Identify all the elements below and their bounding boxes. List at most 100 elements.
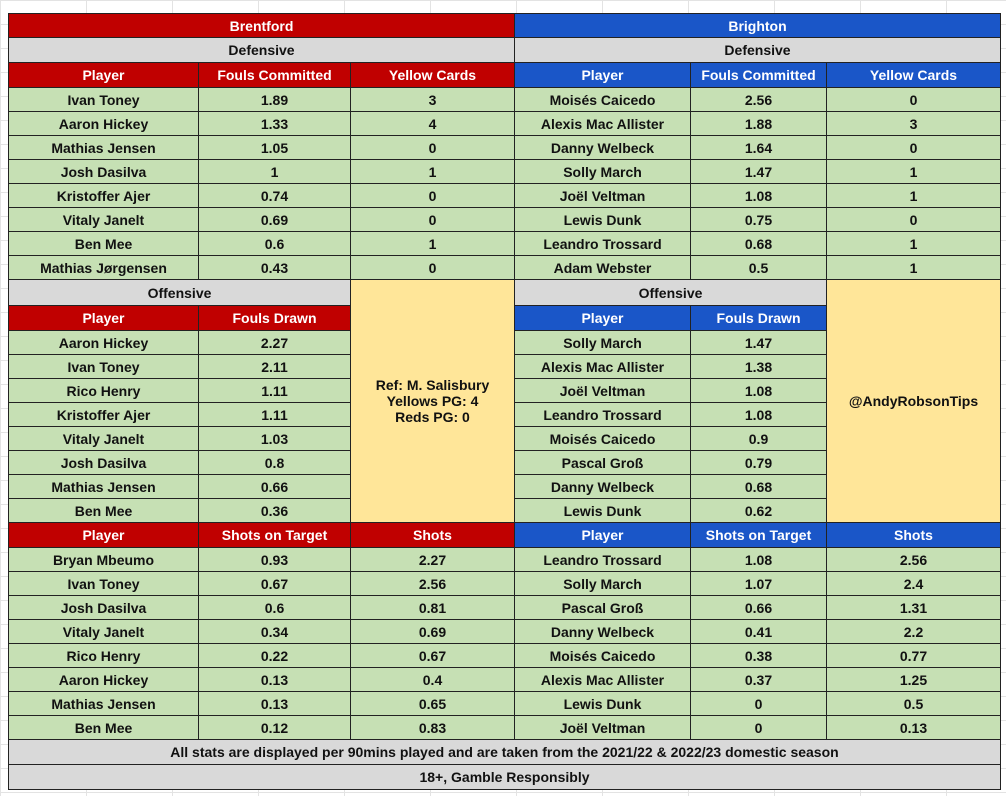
team-title: Brentford — [8, 13, 515, 38]
table-cell: Ivan Toney — [8, 354, 199, 379]
text-line: Ref: M. Salisbury — [375, 377, 490, 393]
table-cell: 1.03 — [198, 426, 351, 451]
column-header: Shots on Target — [198, 522, 351, 548]
table-cell: Ivan Toney — [8, 87, 199, 112]
table-cell: 1.11 — [198, 402, 351, 427]
column-header: Player — [514, 305, 691, 331]
table-cell: Rico Henry — [8, 643, 199, 668]
table-cell: Mathias Jensen — [8, 474, 199, 499]
column-header: Player — [514, 522, 691, 548]
table-cell: Danny Welbeck — [514, 135, 691, 160]
table-cell: 0.67 — [350, 643, 515, 668]
table-cell: 0 — [690, 691, 827, 716]
table-cell: Solly March — [514, 159, 691, 184]
table-cell: Leandro Trossard — [514, 231, 691, 256]
table-cell: 0.6 — [198, 231, 351, 256]
table-cell: 0.43 — [198, 255, 351, 280]
table-cell: 1.11 — [198, 378, 351, 403]
table-cell: Bryan Mbeumo — [8, 547, 199, 572]
table-cell: 1.05 — [198, 135, 351, 160]
column-header: Fouls Committed — [690, 62, 827, 88]
column-header: Shots on Target — [690, 522, 827, 548]
table-cell: 0.65 — [350, 691, 515, 716]
table-cell: Vitaly Janelt — [8, 207, 199, 232]
table-cell: 0.66 — [690, 595, 827, 620]
column-header: Yellow Cards — [826, 62, 1001, 88]
table-cell: 0.38 — [690, 643, 827, 668]
table-cell: Danny Welbeck — [514, 619, 691, 644]
table-cell: 0 — [350, 135, 515, 160]
table-cell: 1.08 — [690, 183, 827, 208]
table-cell: 0.4 — [350, 667, 515, 692]
table-cell: Josh Dasilva — [8, 595, 199, 620]
table-cell: Kristoffer Ajer — [8, 402, 199, 427]
table-cell: Alexis Mac Allister — [514, 111, 691, 136]
table-cell: 0.77 — [826, 643, 1001, 668]
table-cell: Aaron Hickey — [8, 667, 199, 692]
table-cell: Danny Welbeck — [514, 474, 691, 499]
footer: All stats are displayed per 90mins playe… — [8, 739, 1001, 765]
table-cell: 0.36 — [198, 498, 351, 523]
table-cell: 1.25 — [826, 667, 1001, 692]
text-line: Yellows PG: 4 — [386, 393, 479, 409]
table-cell: 3 — [350, 87, 515, 112]
column-header: Shots — [826, 522, 1001, 548]
table-cell: 0.62 — [690, 498, 827, 523]
table-cell: 0.22 — [198, 643, 351, 668]
table-cell: 0.5 — [826, 691, 1001, 716]
table-cell: 0.41 — [690, 619, 827, 644]
table-cell: 0.67 — [198, 571, 351, 596]
table-cell: 2.4 — [826, 571, 1001, 596]
table-cell: Josh Dasilva — [8, 159, 199, 184]
note: Ref: M. Salisbury Yellows PG: 4 Reds PG: 0 — [350, 279, 515, 523]
table-cell: 0.12 — [198, 715, 351, 740]
table-cell: Lewis Dunk — [514, 207, 691, 232]
table-cell: Solly March — [514, 330, 691, 355]
column-header: Fouls Drawn — [198, 305, 351, 331]
team-title: Brighton — [514, 13, 1001, 38]
section-title: Offensive — [514, 279, 827, 306]
table-cell: 1 — [350, 159, 515, 184]
table-cell: 1.33 — [198, 111, 351, 136]
table-cell: 1 — [826, 255, 1001, 280]
table-cell: Kristoffer Ajer — [8, 183, 199, 208]
table-cell: 1.38 — [690, 354, 827, 379]
table-cell: Alexis Mac Allister — [514, 354, 691, 379]
table-cell: 1 — [350, 231, 515, 256]
table-cell: 0.13 — [826, 715, 1001, 740]
column-header: Fouls Drawn — [690, 305, 827, 331]
table-cell: 0 — [350, 207, 515, 232]
table-cell: 2.56 — [350, 571, 515, 596]
table-cell: Mathias Jensen — [8, 691, 199, 716]
table-cell: 1.47 — [690, 159, 827, 184]
table-cell: 2.27 — [198, 330, 351, 355]
table-cell: 1.47 — [690, 330, 827, 355]
table-cell: 1 — [826, 183, 1001, 208]
table-cell: Ben Mee — [8, 498, 199, 523]
column-header: Fouls Committed — [198, 62, 351, 88]
note: @AndyRobsonTips — [826, 279, 1001, 523]
table-cell: Moisés Caicedo — [514, 643, 691, 668]
table-cell: 1.89 — [198, 87, 351, 112]
table-cell: Mathias Jensen — [8, 135, 199, 160]
table-cell: Joël Veltman — [514, 378, 691, 403]
table-cell: 0.81 — [350, 595, 515, 620]
table-cell: 1 — [826, 231, 1001, 256]
table-cell: Mathias Jørgensen — [8, 255, 199, 280]
table-cell: 1.08 — [690, 378, 827, 403]
table-cell: Pascal Groß — [514, 450, 691, 475]
table-cell: 1.08 — [690, 547, 827, 572]
table-cell: Aaron Hickey — [8, 330, 199, 355]
table-cell: 0.75 — [690, 207, 827, 232]
table-cell: 2.2 — [826, 619, 1001, 644]
table-cell: Pascal Groß — [514, 595, 691, 620]
table-cell: 0.74 — [198, 183, 351, 208]
column-header: Yellow Cards — [350, 62, 515, 88]
table-cell: 0 — [826, 135, 1001, 160]
table-cell: Leandro Trossard — [514, 402, 691, 427]
table-cell: 4 — [350, 111, 515, 136]
table-cell: 1.08 — [690, 402, 827, 427]
table-cell: 1 — [198, 159, 351, 184]
table-cell: Moisés Caicedo — [514, 426, 691, 451]
